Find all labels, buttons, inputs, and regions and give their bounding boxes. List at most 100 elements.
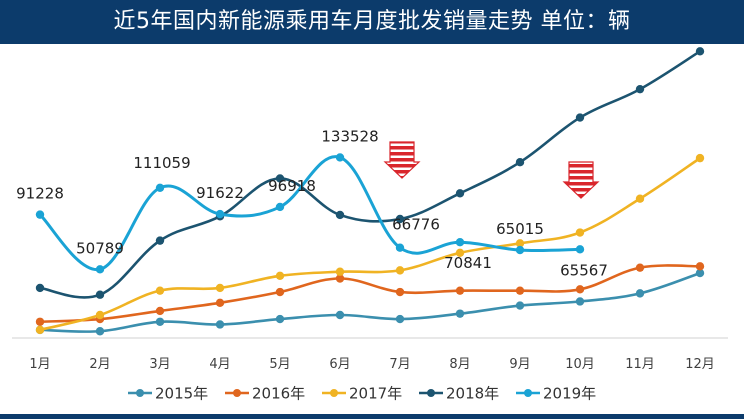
data-point [335,267,345,276]
line-chart: 1月 2月 3月 4月 5月 6月 7月 8月 9月 10月 11月 12月 91228 50789 11… [12,47,728,403]
legend-swatch-marker [136,389,144,397]
data-point [35,210,45,219]
x-tick-label: 4月 [209,357,230,372]
data-point [455,237,465,247]
data-point [335,274,345,283]
data-point [215,209,225,219]
x-tick-label: 11月 [625,357,655,372]
x-tick-label: 3月 [149,357,170,372]
data-point [575,297,585,306]
legend-swatch-marker [524,389,532,397]
legend-swatch-marker [427,389,435,397]
data-point [395,243,405,252]
series-2019年 [35,153,585,274]
data-point [95,327,105,336]
data-point [95,265,105,274]
data-point [455,286,465,295]
data-point [695,268,705,278]
data-point [395,287,405,297]
data-label: 91622 [196,184,244,202]
data-point [155,183,165,193]
data-point [515,286,525,295]
data-label: 65015 [496,220,544,238]
series-line [39,157,701,332]
legend-label: 2015年 [155,385,208,403]
data-point [215,320,225,329]
x-tick-label: 7月 [389,357,410,372]
data-point [155,306,165,316]
data-point [215,298,225,308]
legend-swatch-marker [233,389,241,397]
x-tick-label: 5月 [269,357,290,372]
data-point [515,301,525,310]
legend-label: 2019年 [543,385,596,403]
x-tick-label: 9月 [509,357,530,372]
data-point [155,236,165,245]
data-label: 66776 [392,216,440,234]
legend-item: 2017年 [322,385,402,403]
data-point [335,210,345,220]
x-tick-label: 10月 [565,357,595,372]
data-point [395,266,405,275]
x-tick-label: 12月 [685,357,715,372]
data-point [695,262,705,271]
x-tick-label: 2月 [89,357,110,372]
data-point [35,325,45,335]
legend-swatch-marker [330,389,338,397]
data-point [35,283,45,293]
data-label: 91228 [16,185,64,203]
data-label: 111059 [133,154,190,172]
data-point [635,84,645,94]
data-label: 96918 [268,177,316,195]
data-point [335,310,345,320]
data-point [455,309,465,318]
data-point [575,245,585,254]
data-point [455,189,465,198]
series-line [39,271,701,333]
x-tick-label: 8月 [449,357,470,372]
down-arrow-icon [383,141,421,179]
data-point [635,289,645,298]
data-point [575,228,585,237]
data-point [275,202,285,212]
data-point [695,47,705,56]
series-line [38,155,581,271]
bottom-rule [0,414,744,419]
data-point [395,314,405,324]
data-label: 70841 [444,254,492,272]
data-label: 65567 [560,261,608,279]
data-point [395,214,405,224]
data-point [275,271,285,280]
legend-item: 2016年 [225,385,305,403]
data-point [575,285,585,294]
data-point [155,286,165,295]
data-point [155,317,165,326]
data-point [635,263,645,272]
legend-label: 2017年 [349,385,402,403]
data-point [275,174,285,183]
data-point [275,314,285,324]
legend-item: 2019年 [516,385,596,403]
series-line [39,50,701,299]
title-bar [0,0,744,44]
legend-item: 2018年 [419,385,499,403]
data-label: 50789 [76,239,124,257]
data-label: 133528 [321,127,378,145]
legend-label: 2018年 [446,385,499,403]
series-2016年 [35,262,705,326]
data-point [455,248,465,257]
data-point [515,157,525,167]
series-2017年 [35,153,705,335]
data-point [575,113,585,122]
data-point [215,283,225,293]
data-point [95,290,105,299]
x-tick-label: 1月 [29,357,50,372]
data-point [35,317,45,326]
legend-item: 2015年 [128,385,208,403]
data-point [515,245,525,255]
data-point [275,287,285,297]
data-point [695,153,705,163]
data-point [515,239,525,248]
legend-label: 2016年 [252,385,305,403]
data-point [335,153,345,162]
